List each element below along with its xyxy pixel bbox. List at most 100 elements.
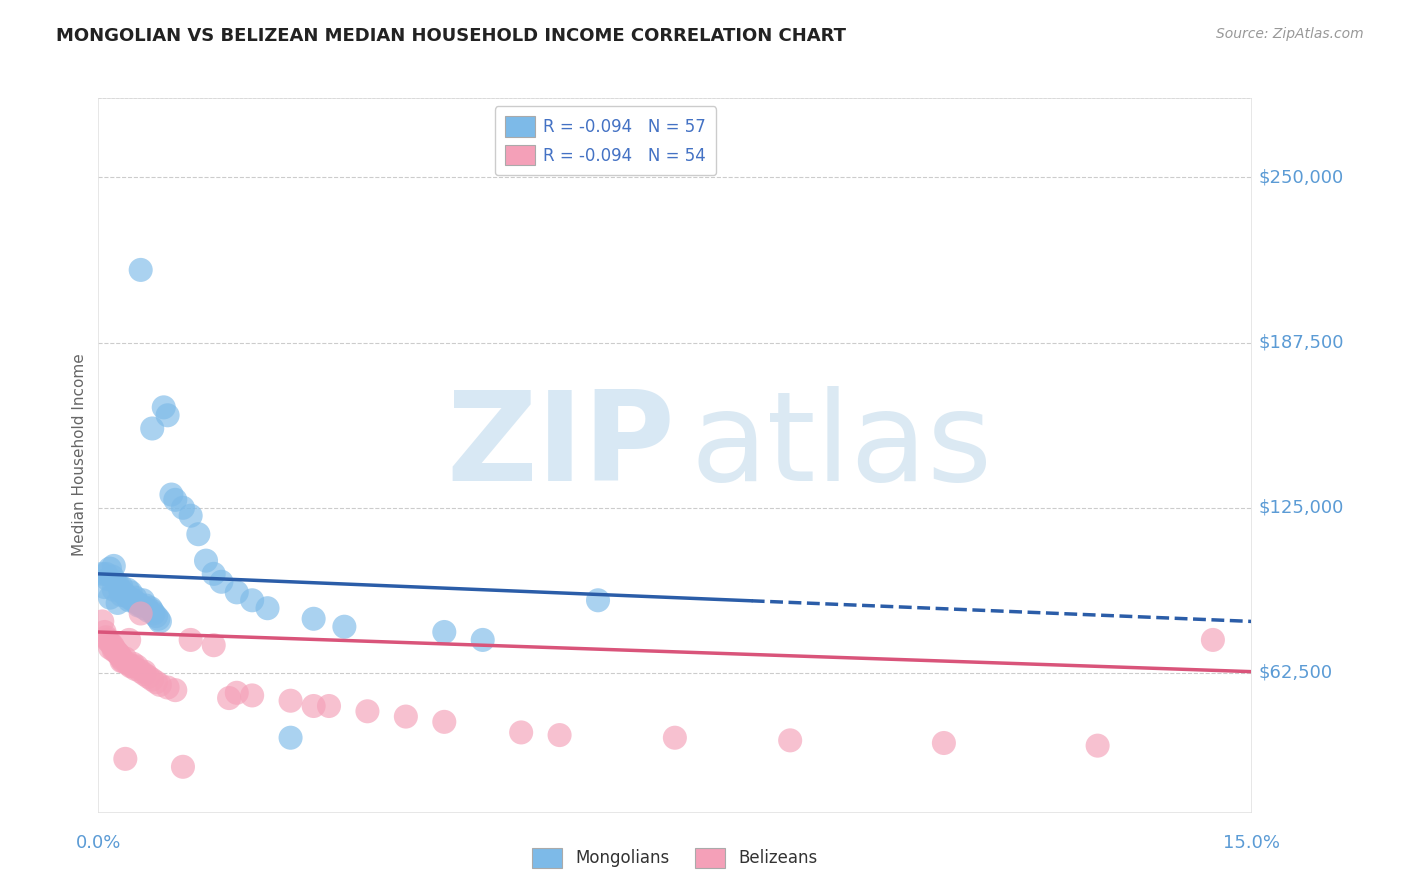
Text: Source: ZipAtlas.com: Source: ZipAtlas.com xyxy=(1216,27,1364,41)
Point xyxy=(97,632,120,647)
Text: MONGOLIAN VS BELIZEAN MEDIAN HOUSEHOLD INCOME CORRELATION CHART: MONGOLIAN VS BELIZEAN MEDIAN HOUSEHOLD I… xyxy=(56,27,846,45)
Text: $62,500: $62,500 xyxy=(1258,664,1333,682)
Point xyxy=(145,609,167,624)
Point xyxy=(135,599,157,613)
Point xyxy=(138,670,160,684)
Point xyxy=(145,675,167,690)
Point xyxy=(110,580,132,594)
Point xyxy=(127,599,149,613)
Point xyxy=(280,731,302,745)
Point xyxy=(664,731,686,745)
Point xyxy=(333,620,356,634)
Point xyxy=(141,673,163,687)
Point xyxy=(97,572,120,586)
Point xyxy=(318,698,340,713)
Point xyxy=(172,760,194,774)
Point xyxy=(114,752,136,766)
Point xyxy=(101,569,124,583)
Point xyxy=(91,566,114,581)
Point xyxy=(104,643,127,657)
Point xyxy=(134,601,156,615)
Point xyxy=(302,698,325,713)
Y-axis label: Median Household Income: Median Household Income xyxy=(72,353,87,557)
Point xyxy=(91,615,114,629)
Point xyxy=(117,582,139,597)
Text: atlas: atlas xyxy=(690,386,993,508)
Point xyxy=(111,654,134,668)
Point xyxy=(180,632,202,647)
Point xyxy=(134,667,156,681)
Point xyxy=(1202,632,1225,647)
Point xyxy=(141,421,163,435)
Point xyxy=(195,554,218,568)
Point xyxy=(586,593,609,607)
Point xyxy=(94,630,117,644)
Point xyxy=(180,508,202,523)
Point xyxy=(152,401,174,415)
Point xyxy=(103,643,125,657)
Point xyxy=(433,625,456,640)
Point xyxy=(122,593,145,607)
Point xyxy=(209,574,232,589)
Point xyxy=(125,659,148,673)
Point xyxy=(280,694,302,708)
Point xyxy=(240,689,263,703)
Point xyxy=(187,527,209,541)
Point xyxy=(120,585,142,599)
Point xyxy=(107,596,129,610)
Point xyxy=(103,582,125,597)
Point xyxy=(165,492,187,507)
Point xyxy=(120,659,142,673)
Point xyxy=(118,593,141,607)
Point xyxy=(93,625,115,640)
Point xyxy=(225,585,247,599)
Point xyxy=(356,704,378,718)
Text: ZIP: ZIP xyxy=(446,386,675,508)
Point xyxy=(110,654,132,668)
Point xyxy=(124,591,146,605)
Point xyxy=(107,646,129,660)
Point xyxy=(156,409,179,423)
Point xyxy=(111,585,134,599)
Point xyxy=(107,646,129,660)
Point xyxy=(433,714,456,729)
Point xyxy=(110,651,132,665)
Point xyxy=(114,588,136,602)
Point xyxy=(142,607,165,621)
Point xyxy=(122,659,145,673)
Point xyxy=(114,651,136,665)
Text: 0.0%: 0.0% xyxy=(76,834,121,852)
Point xyxy=(122,657,145,671)
Point xyxy=(202,566,225,581)
Point xyxy=(165,683,187,698)
Point xyxy=(134,665,156,679)
Point xyxy=(93,580,115,594)
Text: $125,000: $125,000 xyxy=(1258,499,1344,516)
Point xyxy=(104,574,127,589)
Point xyxy=(124,662,146,676)
Point xyxy=(471,632,494,647)
Point xyxy=(141,604,163,618)
Point xyxy=(218,691,240,706)
Text: $187,500: $187,500 xyxy=(1258,334,1344,351)
Point xyxy=(172,500,194,515)
Point xyxy=(129,607,152,621)
Point xyxy=(156,681,179,695)
Point xyxy=(129,599,152,613)
Point xyxy=(129,263,152,277)
Point xyxy=(139,601,162,615)
Point xyxy=(98,591,121,605)
Point xyxy=(548,728,571,742)
Point xyxy=(240,593,263,607)
Point xyxy=(110,588,132,602)
Point xyxy=(103,640,125,655)
Point xyxy=(149,615,172,629)
Point xyxy=(395,709,418,723)
Point xyxy=(108,582,131,597)
Point xyxy=(98,640,121,655)
Point xyxy=(98,561,121,575)
Point xyxy=(225,686,247,700)
Point xyxy=(202,638,225,652)
Point xyxy=(118,591,141,605)
Point xyxy=(149,678,172,692)
